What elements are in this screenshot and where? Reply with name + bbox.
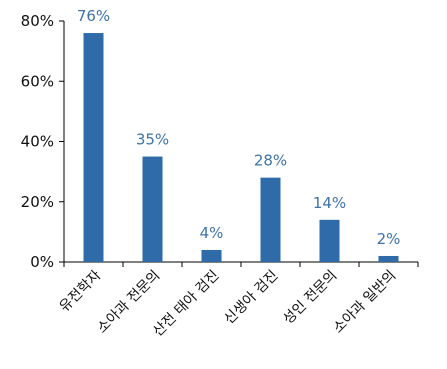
category-label: 성인 전문의 <box>280 268 340 328</box>
data-labels: 76% 35% 4% 28% 14% 2% <box>77 7 401 248</box>
bar <box>319 219 340 262</box>
y-axis: 0% 20% 40% 60% 80% <box>21 12 65 271</box>
category-label: 소아과 일반의 <box>330 268 399 337</box>
bars <box>83 33 399 262</box>
data-label: 4% <box>200 224 224 242</box>
data-label: 28% <box>254 152 287 170</box>
bar <box>201 249 222 262</box>
data-label: 14% <box>313 194 346 212</box>
y-tick-label: 20% <box>21 193 54 211</box>
y-tick-label: 40% <box>21 133 54 151</box>
y-tick-label: 60% <box>21 72 54 90</box>
bar <box>378 255 399 262</box>
data-label: 35% <box>136 131 169 149</box>
y-tick-label: 80% <box>21 12 54 30</box>
bar <box>260 177 281 262</box>
x-axis <box>63 261 419 267</box>
data-label: 2% <box>377 230 401 248</box>
category-label: 신생아 검진 <box>221 268 281 328</box>
category-label: 유전학자 <box>57 267 105 315</box>
bar <box>142 156 163 262</box>
data-label: 76% <box>77 7 110 25</box>
bar <box>83 33 104 262</box>
y-tick-label: 0% <box>30 253 54 271</box>
